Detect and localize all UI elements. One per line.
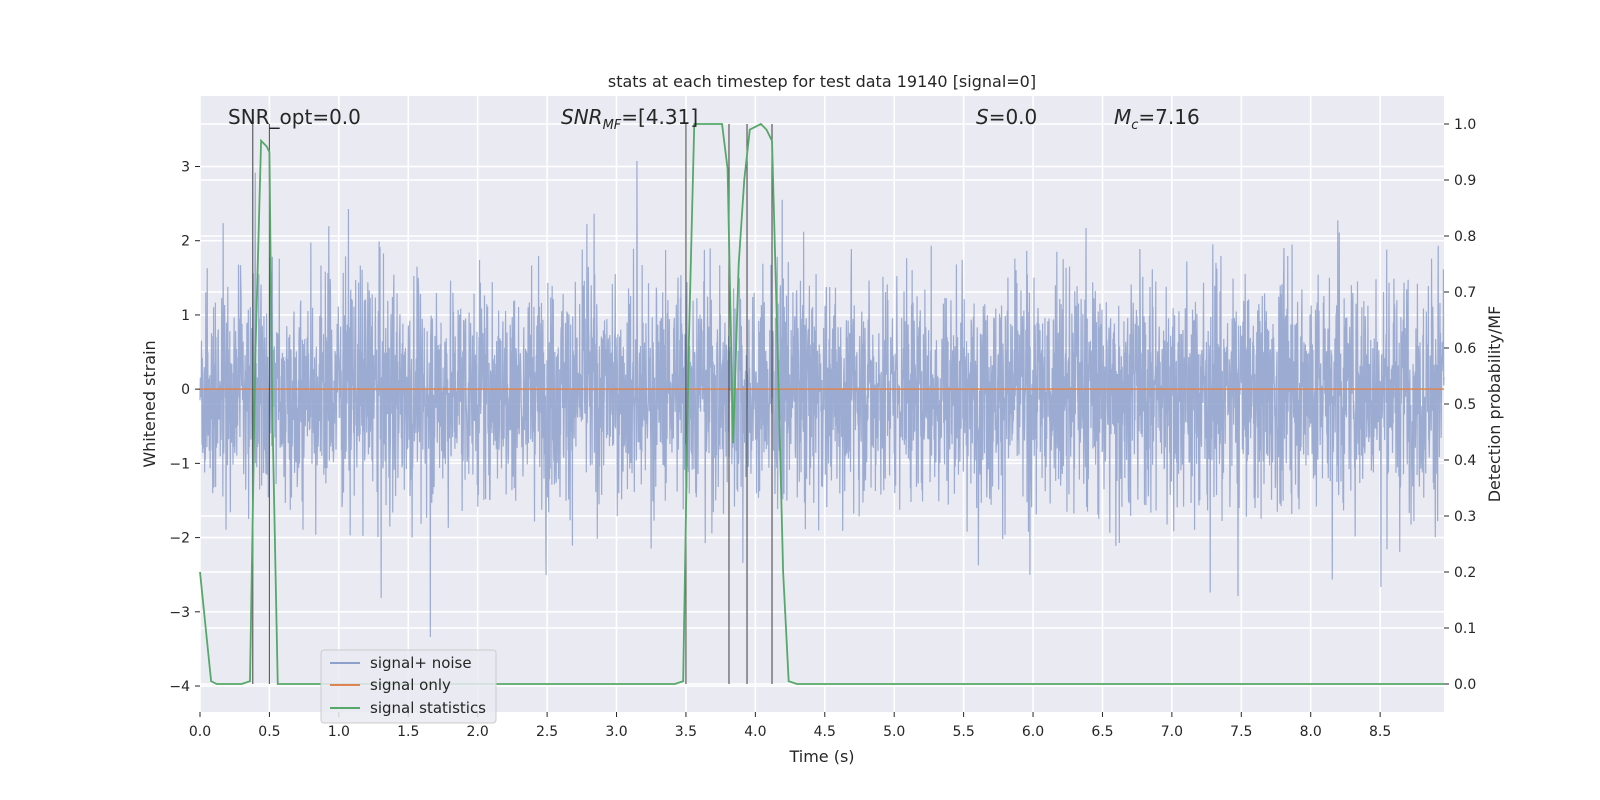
y-tick-label: 2	[181, 234, 190, 250]
x-tick-label: 7.0	[1161, 724, 1183, 740]
legend: signal+ noise signal only signal statist…	[320, 649, 497, 724]
x-tick-label: 0.0	[189, 724, 211, 740]
legend-label-signal-only: signal only	[370, 676, 451, 694]
x-tick-label: 2.5	[536, 724, 558, 740]
y2-tick-label: 0.7	[1454, 285, 1476, 301]
x-tick-label: 0.5	[258, 724, 280, 740]
x-tick-label: 3.0	[605, 724, 627, 740]
annotation-snr-mf: SNRMF=[4.31]	[561, 105, 698, 133]
annotation-snr-opt: SNR_opt=0.0	[228, 105, 361, 129]
x-tick-label: 6.5	[1091, 724, 1113, 740]
legend-label-signal-statistics: signal statistics	[370, 699, 486, 717]
y-tick-label: −1	[169, 456, 190, 472]
x-tick-label: 8.0	[1300, 724, 1322, 740]
x-tick-label: 7.5	[1230, 724, 1252, 740]
y-tick-label: 3	[181, 160, 190, 176]
annotation-s: S=0.0	[976, 105, 1037, 129]
series-signal-noise-line	[199, 160, 1445, 637]
y2-tick-label: 0.8	[1454, 229, 1476, 245]
y-tick-label: −3	[169, 605, 190, 621]
y2-tick-label: 0.0	[1454, 677, 1476, 693]
x-tick-label: 5.0	[883, 724, 905, 740]
x-axis-title: Time (s)	[788, 747, 854, 766]
y2-tick-label: 0.5	[1454, 397, 1476, 413]
x-tick-label: 4.5	[814, 724, 836, 740]
series-signal-statistics-line	[199, 122, 1444, 685]
y-tick-label: 1	[181, 308, 190, 324]
ticks: 0.0 0.5 1.0 1.5 2.0 2.5 3.0 3.5 4.0 4.5 5.0 5.5 6.0 6…	[169, 117, 1476, 740]
x-tick-label: 3.5	[675, 724, 697, 740]
y2-tick-label: 0.9	[1454, 173, 1476, 189]
plot-area	[199, 122, 1445, 685]
y-tick-label: −4	[169, 679, 190, 695]
y-tick-label: −2	[169, 531, 190, 547]
y2-tick-label: 1.0	[1454, 117, 1476, 133]
y2-axis-title: Detection probability/MF	[1485, 306, 1504, 503]
chart-title: stats at each timestep for test data 191…	[608, 72, 1036, 91]
x-tick-label: 6.0	[1022, 724, 1044, 740]
legend-box	[320, 649, 497, 724]
x-tick-label: 5.5	[952, 724, 974, 740]
y2-tick-label: 0.6	[1454, 341, 1476, 357]
y2-tick-label: 0.1	[1454, 621, 1476, 637]
legend-label-signal-noise: signal+ noise	[370, 654, 472, 672]
x-tick-label: 4.0	[744, 724, 766, 740]
y-axis-title: Whitened strain	[140, 340, 159, 467]
y2-tick-label: 0.3	[1454, 509, 1476, 525]
x-tick-label: 8.5	[1369, 724, 1391, 740]
y2-tick-label: 0.2	[1454, 565, 1476, 581]
y2-tick-label: 0.4	[1454, 453, 1476, 469]
x-tick-label: 1.0	[328, 724, 350, 740]
y-tick-label: 0	[181, 382, 190, 398]
annotation-mc: Mc=7.16	[1114, 105, 1200, 133]
x-tick-label: 1.5	[397, 724, 419, 740]
x-tick-label: 2.0	[467, 724, 489, 740]
